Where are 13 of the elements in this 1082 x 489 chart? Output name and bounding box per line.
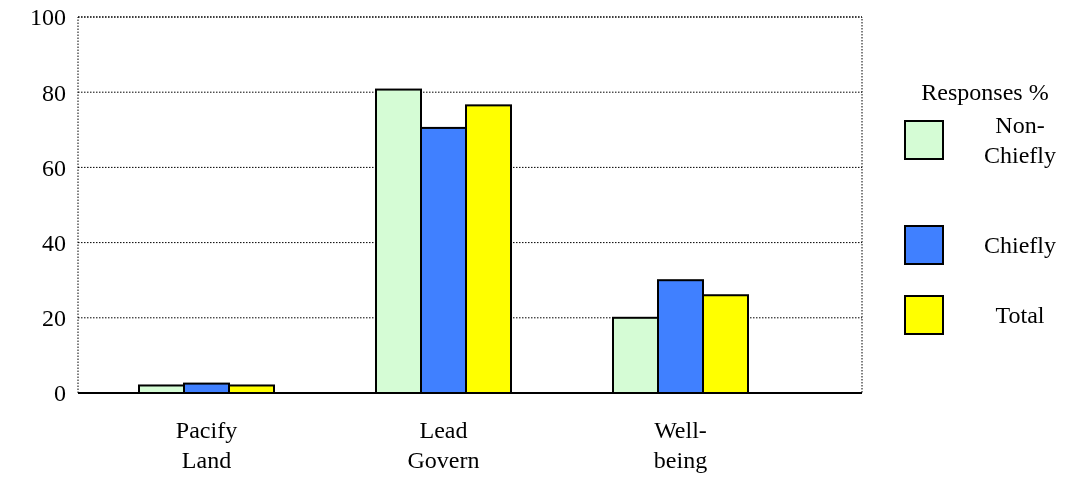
x-tick-label: Lead Govern <box>407 417 480 473</box>
y-tick-label: 40 <box>42 230 66 256</box>
y-tick-label: 0 <box>54 380 66 407</box>
legend-label: Chiefly <box>984 232 1056 259</box>
legend-title: Responses % <box>921 79 1049 105</box>
x-tick-label: Pacify Land <box>175 417 238 473</box>
y-tick-label: 60 <box>42 154 66 181</box>
legend-label: Non-Chiefly <box>984 112 1056 169</box>
x-tick-label: Well-being <box>653 417 708 473</box>
y-tick-label: 100 <box>30 4 66 31</box>
y-tick-label: 80 <box>42 79 66 106</box>
y-tick-label: 20 <box>42 305 66 332</box>
legend-label: Total <box>995 302 1045 329</box>
